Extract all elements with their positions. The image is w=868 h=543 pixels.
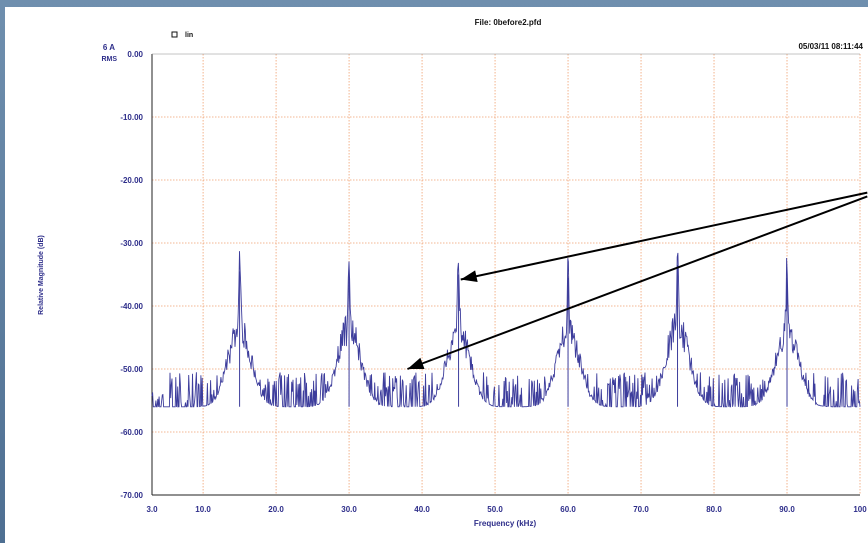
plot-panel: [5, 7, 868, 543]
x-tick-label: 30.0: [341, 505, 357, 514]
x-tick-label: 20.0: [268, 505, 284, 514]
y-tick-label: -60.00: [120, 428, 143, 437]
y-tick-label: -40.00: [120, 302, 143, 311]
x-axis-label: Frequency (kHz): [474, 519, 537, 528]
x-tick-label: 70.0: [633, 505, 649, 514]
x-tick-label: 60.0: [560, 505, 576, 514]
legend-square-icon: [171, 31, 178, 38]
channel-label-line1: 6 A: [103, 43, 115, 52]
x-tick-label: 90.0: [779, 505, 795, 514]
timestamp-label: 05/03/11 08:11:44: [798, 42, 863, 51]
axes: [151, 53, 860, 496]
spectrum-series: [151, 251, 861, 408]
y-axis-label: Relative Magnitude (dB): [38, 235, 45, 315]
grid-lines: [152, 54, 861, 495]
spectrum-line: [151, 251, 861, 408]
y-tick-label: -30.00: [120, 239, 143, 248]
arrow-head: [460, 270, 478, 283]
annotation-arrows: [407, 191, 868, 370]
x-tick-label: 40.0: [414, 505, 430, 514]
y-tick-label: -20.00: [120, 176, 143, 185]
arrow-shaft: [460, 191, 868, 281]
x-tick-label: 3.0: [146, 505, 158, 514]
tick-labels: 3.0 10.0 20.0 30.0 40.0 50.0 60.0 70.0 80.0 90.0 1…: [120, 50, 867, 514]
x-tick-label: 100: [853, 505, 867, 514]
x-tick-label: 80.0: [706, 505, 722, 514]
legend-label: lin: [185, 32, 193, 39]
arrow-shaft: [407, 195, 868, 370]
y-tick-label: -10.00: [120, 113, 143, 122]
y-tick-label: 0.00: [127, 50, 143, 59]
y-tick-label: -50.00: [120, 365, 143, 374]
chart-title: File: 0before2.pfd: [475, 18, 542, 27]
x-tick-label: 10.0: [195, 505, 211, 514]
channel-label-line2: RMS: [101, 56, 117, 63]
x-tick-label: 50.0: [487, 505, 503, 514]
arrow-head: [407, 357, 425, 369]
y-tick-label: -70.00: [120, 491, 143, 500]
